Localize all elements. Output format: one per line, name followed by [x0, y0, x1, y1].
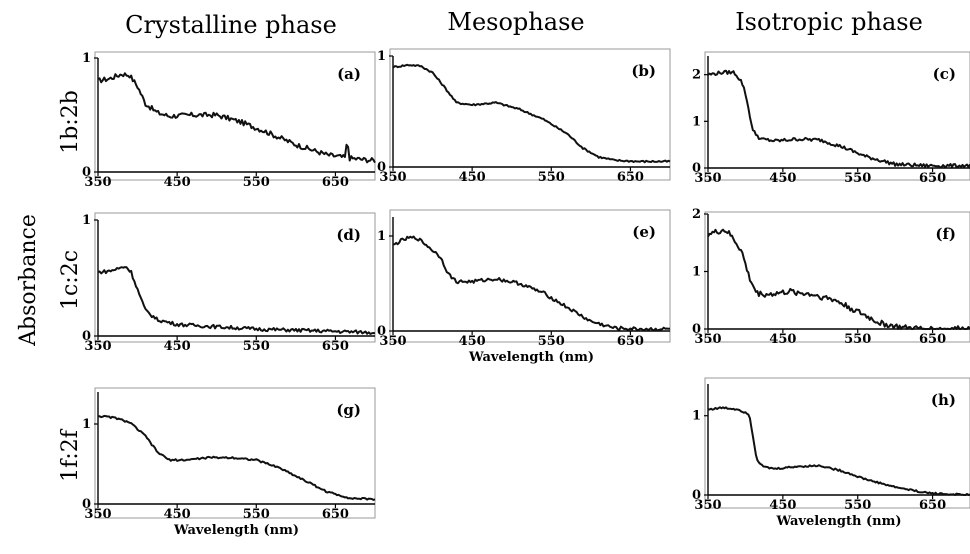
spectrum-line: [97, 266, 376, 335]
y-tick-label: 1: [82, 51, 91, 66]
column-title-crystalline: Crystalline phase: [125, 11, 337, 39]
x-axis-label: Wavelength (nm): [468, 350, 594, 365]
y-tick-label: 1: [82, 417, 91, 432]
y-tick-label: 0: [377, 160, 386, 175]
panel-tag-label: (d): [336, 226, 361, 244]
spectrum-line: [97, 72, 376, 164]
panel-frame: [389, 209, 671, 343]
row-label-1b2b: 1b:2b: [58, 90, 83, 154]
panel-frame: [704, 377, 970, 509]
x-tick-label: 650: [322, 339, 349, 354]
panel-frame: [704, 211, 970, 343]
shared-y-axis-label: Absorbance: [16, 214, 41, 347]
y-tick-label: 0: [692, 322, 701, 337]
panel-tag-label: (f): [935, 225, 956, 243]
y-tick-label: 1: [377, 229, 386, 244]
x-tick-label: 650: [617, 334, 644, 349]
x-tick-label: 350: [694, 171, 721, 186]
x-tick-label: 450: [164, 175, 191, 190]
panel-c: 350 450 550 650 0 1 2 (c): [692, 51, 970, 186]
panel-tag-label: (e): [632, 223, 656, 241]
x-tick-label: 550: [844, 171, 871, 186]
panel-e: 350 450 550 650 0 1 (e) Wavelength (nm): [377, 209, 671, 365]
y-tick-label: 1: [692, 114, 701, 129]
panel-frame: [94, 387, 376, 519]
x-tick-label: 550: [538, 170, 565, 185]
x-tick-label: 450: [459, 170, 486, 185]
panel-g: 350 450 550 650 0 1 (g) Wavelength (nm): [82, 387, 376, 538]
y-tick-label: 0: [82, 165, 91, 180]
spectrum-line: [392, 235, 671, 332]
spectrum-line: [707, 69, 970, 169]
y-tick-label: 0: [692, 161, 701, 176]
x-tick-label: 650: [617, 170, 644, 185]
spectrum-line: [707, 228, 970, 330]
x-tick-label: 450: [164, 339, 191, 354]
panel-tag-label: (g): [336, 401, 361, 419]
panel-frame: [389, 48, 671, 181]
row-label-1c2c: 1c:2c: [58, 250, 83, 310]
x-axis-label: Wavelength (nm): [776, 514, 902, 529]
panel-a: 350 450 550 650 0 1 (a): [82, 51, 376, 190]
x-tick-label: 350: [84, 175, 111, 190]
x-tick-label: 550: [844, 498, 871, 513]
panel-h: 350 450 550 650 0 1 (h) Wavelength (nm): [692, 377, 970, 529]
spectra-panels: 350 450 550 650 0 1 (a) 350 450 550 650 0 1 (b) 350 450…: [82, 48, 970, 538]
x-tick-label: 650: [919, 332, 946, 347]
x-tick-label: 350: [84, 339, 111, 354]
x-tick-label: 450: [769, 498, 796, 513]
panel-tag-label: (c): [933, 65, 956, 83]
x-tick-label: 350: [84, 507, 111, 522]
x-tick-label: 650: [919, 171, 946, 186]
panel-tag-label: (h): [931, 391, 956, 409]
x-tick-label: 650: [919, 498, 946, 513]
panel-f: 350 450 550 650 0 1 2 (f): [692, 207, 970, 347]
x-tick-label: 450: [459, 334, 486, 349]
y-tick-label: 1: [692, 265, 701, 280]
x-tick-label: 450: [164, 507, 191, 522]
column-title-isotropic: Isotropic phase: [735, 8, 923, 36]
panel-frame: [94, 212, 376, 343]
x-tick-label: 350: [694, 332, 721, 347]
panel-tag-label: (a): [337, 65, 361, 83]
spectrum-line: [392, 63, 671, 164]
spectrum-line: [707, 406, 970, 496]
y-tick-label: 1: [692, 409, 701, 424]
y-tick-label: 2: [692, 68, 701, 83]
panel-b: 350 450 550 650 0 1 (b): [377, 48, 671, 185]
x-axis-label: Wavelength (nm): [173, 523, 299, 538]
x-tick-label: 350: [379, 170, 406, 185]
x-tick-label: 650: [322, 507, 349, 522]
x-tick-label: 550: [243, 175, 270, 190]
column-title-mesophase: Mesophase: [447, 8, 584, 36]
x-tick-label: 350: [379, 334, 406, 349]
y-tick-label: 0: [82, 329, 91, 344]
row-label-1f2f: 1f:2f: [58, 428, 83, 482]
y-tick-label: 0: [82, 497, 91, 512]
x-tick-label: 450: [769, 171, 796, 186]
x-tick-label: 550: [538, 334, 565, 349]
panel-frame: [94, 51, 376, 181]
y-tick-label: 1: [377, 49, 386, 64]
x-tick-label: 650: [322, 175, 349, 190]
y-tick-label: 2: [692, 207, 701, 222]
x-tick-label: 350: [694, 498, 721, 513]
x-tick-label: 550: [243, 339, 270, 354]
panel-tag-label: (b): [631, 62, 656, 80]
x-tick-label: 550: [243, 507, 270, 522]
y-tick-label: 0: [692, 488, 701, 503]
panel-d: 350 450 550 650 0 1 (d): [82, 212, 376, 354]
x-tick-label: 450: [769, 332, 796, 347]
y-tick-label: 1: [82, 213, 91, 228]
panel-frame: [704, 51, 970, 181]
spectrum-line: [98, 414, 376, 501]
y-tick-label: 0: [377, 324, 386, 339]
x-tick-label: 550: [844, 332, 871, 347]
